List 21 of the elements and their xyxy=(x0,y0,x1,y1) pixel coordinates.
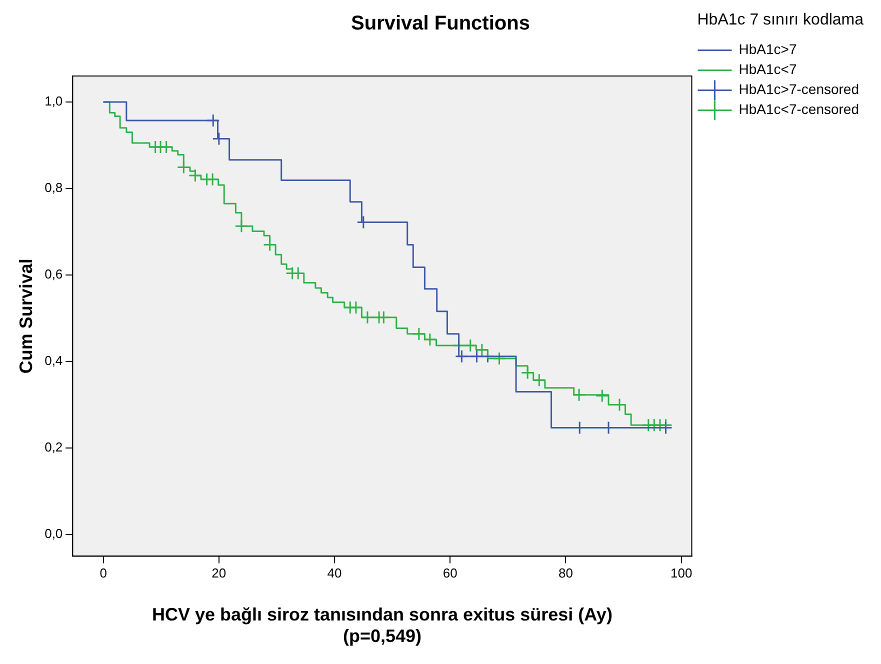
chart-title: Survival Functions xyxy=(351,12,530,35)
y-tick-label: 0,8 xyxy=(44,180,63,196)
y-tick-label: 1,0 xyxy=(44,94,63,109)
y-tick-label: 0,0 xyxy=(44,526,63,542)
x-tick-label: 80 xyxy=(558,566,573,581)
x-tick-label: 0 xyxy=(100,566,107,581)
x-tick-label: 20 xyxy=(212,566,226,581)
x-tick-label: 40 xyxy=(327,566,342,581)
legend-label: HbA1c<7 xyxy=(738,61,797,78)
x-tick-label: 60 xyxy=(442,566,458,581)
y-tick-label: 0,2 xyxy=(44,440,63,455)
y-tick-label: 0,4 xyxy=(44,353,63,368)
y-axis-title: Cum Survival xyxy=(16,258,36,374)
x-axis-title: HCV ye bağlı siroz tanısından sonra exitus süresi (Ay) xyxy=(152,604,612,625)
legend-title: HbA1c 7 sınırı kodlama xyxy=(697,11,864,28)
x-tick-label: 100 xyxy=(670,566,692,581)
text: (p=0,549) xyxy=(342,626,422,646)
y-tick-label: 0,6 xyxy=(44,266,63,282)
legend-label: HbA1c>7-censored xyxy=(738,81,860,98)
legend-label: HbA1c<7-censored xyxy=(738,101,860,118)
legend-label: HbA1c>7 xyxy=(738,41,797,58)
